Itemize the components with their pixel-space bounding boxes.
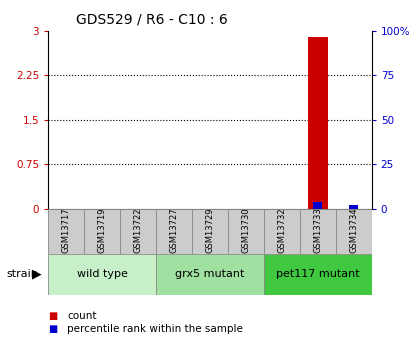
- Bar: [48, 254, 156, 295]
- Text: percentile rank within the sample: percentile rank within the sample: [67, 325, 243, 334]
- Text: wild type: wild type: [77, 269, 128, 279]
- Bar: [308, 37, 328, 209]
- Text: GSM13734: GSM13734: [349, 207, 358, 253]
- Text: GSM13733: GSM13733: [313, 207, 322, 253]
- Bar: [349, 205, 358, 209]
- Bar: [264, 254, 372, 295]
- Text: pet117 mutant: pet117 mutant: [276, 269, 360, 279]
- Bar: [48, 209, 84, 254]
- Text: GSM13717: GSM13717: [62, 207, 71, 253]
- Bar: [228, 209, 264, 254]
- Bar: [336, 209, 372, 254]
- Bar: [156, 209, 192, 254]
- Text: GSM13730: GSM13730: [241, 207, 250, 253]
- Bar: [120, 209, 156, 254]
- Text: GSM13732: GSM13732: [277, 207, 286, 253]
- Bar: [156, 254, 264, 295]
- Text: ▶: ▶: [32, 268, 42, 281]
- Bar: [313, 201, 322, 209]
- Text: GSM13729: GSM13729: [205, 207, 215, 253]
- Text: strain: strain: [6, 269, 38, 279]
- Text: GDS529 / R6 - C10 : 6: GDS529 / R6 - C10 : 6: [76, 12, 227, 26]
- Text: GSM13727: GSM13727: [170, 207, 178, 253]
- Text: ■: ■: [48, 325, 58, 334]
- Bar: [84, 209, 120, 254]
- Bar: [192, 209, 228, 254]
- Text: GSM13722: GSM13722: [134, 207, 143, 253]
- Text: grx5 mutant: grx5 mutant: [175, 269, 245, 279]
- Text: count: count: [67, 311, 97, 321]
- Text: GSM13719: GSM13719: [98, 207, 107, 253]
- Bar: [264, 209, 300, 254]
- Bar: [300, 209, 336, 254]
- Text: ■: ■: [48, 311, 58, 321]
